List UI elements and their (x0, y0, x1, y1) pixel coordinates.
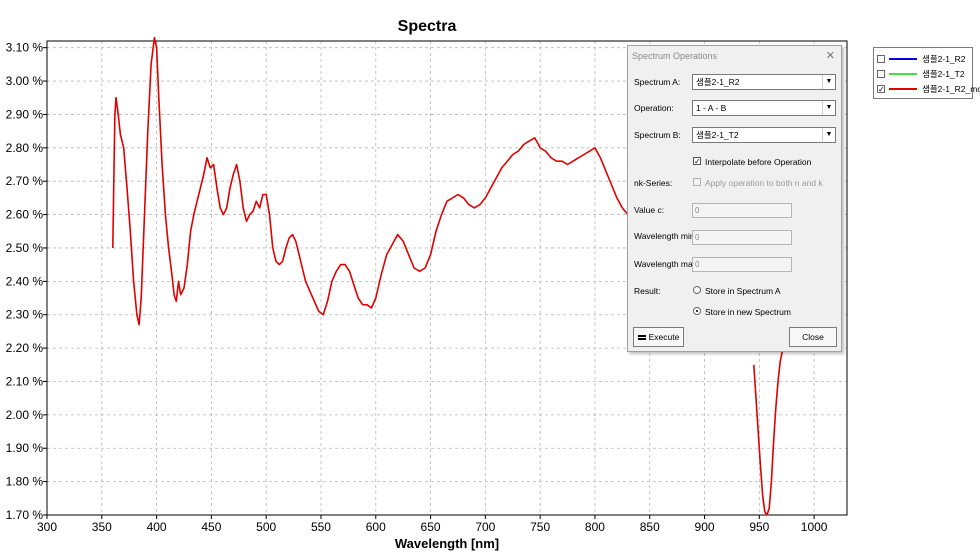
store-in-a-radio[interactable] (693, 286, 701, 294)
y-tick-label: 2.00 % (6, 408, 44, 422)
x-tick-label: 350 (92, 520, 112, 534)
y-tick-label: 2.60 % (6, 208, 44, 222)
execute-button[interactable]: Execute (633, 327, 684, 347)
nk-apply-checkbox (693, 178, 701, 186)
x-tick-label: 300 (37, 520, 57, 534)
y-axis-ticks: 1.70 % 1.80 % 1.90 % 2.00 % 2.10 % 2.20 % 2.30… (6, 41, 47, 522)
value-c-field: 0 (692, 203, 792, 218)
chevron-down-icon[interactable]: ▼ (822, 128, 835, 142)
chevron-down-icon[interactable]: ▼ (822, 101, 835, 115)
x-tick-label: 950 (749, 520, 769, 534)
store-new-label: Store in new Spectrum (705, 307, 791, 317)
spectrum-b-value: 샘플2-1_T2 (696, 130, 739, 140)
x-tick-label: 750 (530, 520, 550, 534)
y-tick-label: 2.80 % (6, 141, 44, 155)
legend: 샘플2-1_R2 샘플2-1_T2 ✓ 샘플2-1_R2_mod (873, 47, 980, 99)
close-icon[interactable]: ✕ (825, 50, 835, 62)
spectrum-a-value: 샘플2-1_R2 (696, 77, 740, 87)
legend-label: 샘플2-1_T2 (922, 68, 965, 79)
x-tick-label: 800 (585, 520, 605, 534)
legend-swatch (889, 87, 917, 90)
y-tick-label: 3.10 % (6, 41, 44, 55)
y-tick-label: 2.40 % (6, 274, 44, 288)
y-tick-label: 1.80 % (6, 475, 44, 489)
x-tick-label: 850 (640, 520, 660, 534)
legend-checkbox[interactable]: ✓ (877, 84, 885, 94)
nk-apply-label: Apply operation to both n and k (705, 178, 823, 188)
y-tick-label: 2.20 % (6, 341, 44, 355)
x-tick-label: 450 (201, 520, 221, 534)
dialog-title: Spectrum Operations (632, 51, 718, 61)
y-tick-label: 1.90 % (6, 441, 44, 455)
spectrum-operations-dialog: Spectrum Operations ✕ Spectrum A: 샘플2-1_… (627, 45, 842, 352)
chart-title: Spectra (398, 18, 457, 35)
execute-label: Execute (648, 332, 680, 342)
y-tick-label: 1.70 % (6, 508, 44, 522)
legend-checkbox[interactable] (877, 54, 885, 63)
legend-item-r2-mod[interactable]: ✓ 샘플2-1_R2_mod (877, 81, 980, 96)
wavelength-max-field: 0 (692, 257, 792, 272)
nk-series-label: nk-Series: (634, 178, 673, 188)
x-tick-label: 400 (147, 520, 167, 534)
x-tick-label: 700 (475, 520, 495, 534)
y-tick-label: 2.30 % (6, 308, 44, 322)
store-in-a-label: Store in Spectrum A (705, 286, 781, 296)
x-tick-label: 1000 (801, 520, 828, 534)
legend-label: 샘플2-1_R2 (922, 53, 966, 64)
y-tick-label: 2.70 % (6, 174, 44, 188)
spectrum-b-label: Spectrum B: (634, 130, 681, 140)
legend-item-r2[interactable]: 샘플2-1_R2 (877, 51, 972, 66)
store-new-radio[interactable] (693, 307, 701, 315)
value-c-label: Value c: (634, 205, 665, 215)
x-tick-label: 550 (311, 520, 331, 534)
legend-item-t2[interactable]: 샘플2-1_T2 (877, 66, 972, 81)
x-axis-ticks: 300 350 400 450 500 550 600 650 700 750 800 850 900 9… (37, 515, 828, 534)
spectrum-a-select[interactable]: 샘플2-1_R2 ▼ (692, 74, 836, 90)
x-tick-label: 500 (256, 520, 276, 534)
operation-value: 1 - A - B (696, 103, 727, 113)
execute-icon (637, 335, 646, 341)
y-tick-label: 2.90 % (6, 107, 44, 121)
result-label: Result: (634, 286, 661, 296)
legend-swatch (889, 72, 917, 75)
plot-area (46, 40, 848, 516)
y-tick-label: 2.10 % (6, 374, 44, 388)
wavelength-max-label: Wavelength max.: (634, 259, 702, 269)
wavelength-min-field: 0 (692, 230, 792, 245)
legend-checkbox[interactable] (877, 69, 885, 78)
series-line (112, 36, 629, 326)
close-button[interactable]: Close (789, 327, 837, 347)
interpolate-label: Interpolate before Operation (705, 157, 812, 167)
y-tick-label: 3.00 % (6, 74, 44, 88)
y-tick-label: 2.50 % (6, 241, 44, 255)
legend-swatch (889, 57, 917, 60)
x-tick-label: 600 (366, 520, 386, 534)
operation-label: Operation: (634, 103, 674, 113)
x-tick-label: 650 (421, 520, 441, 534)
chevron-down-icon[interactable]: ▼ (822, 75, 835, 89)
interpolate-checkbox[interactable]: ✓ (693, 157, 701, 166)
spectrum-a-label: Spectrum A: (634, 77, 681, 87)
series-layer (112, 36, 784, 516)
spectrum-b-select[interactable]: 샘플2-1_T2 ▼ (692, 127, 836, 143)
x-axis-title: Wavelength [nm] (395, 536, 499, 551)
series-line-dip (753, 351, 784, 516)
legend-label: 샘플2-1_R2_mod (922, 83, 980, 94)
x-tick-label: 900 (695, 520, 715, 534)
operation-select[interactable]: 1 - A - B ▼ (692, 100, 836, 116)
wavelength-min-label: Wavelength min.: (634, 231, 700, 241)
